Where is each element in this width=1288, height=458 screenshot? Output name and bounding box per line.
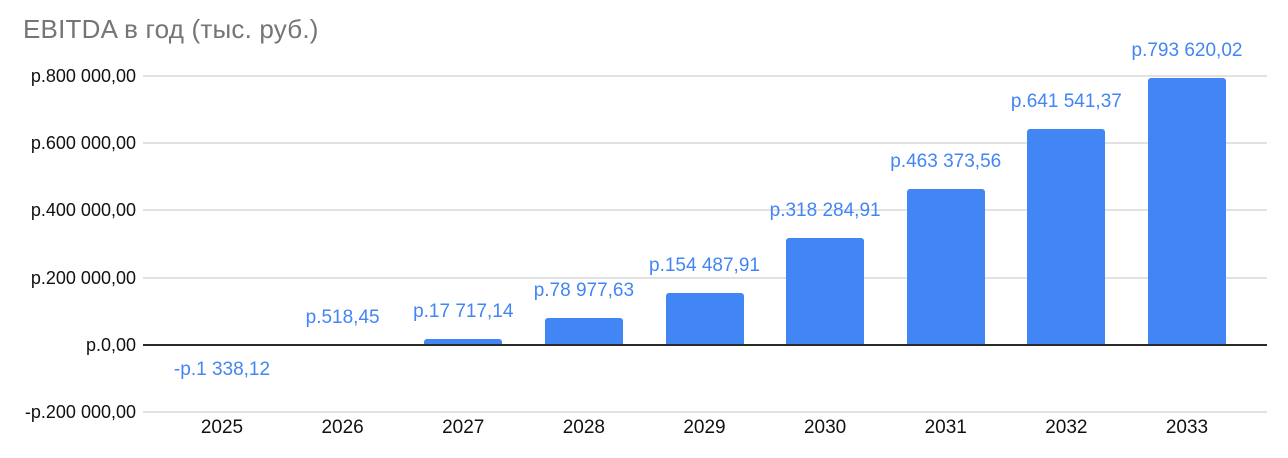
x-axis-tick-label: 2029 bbox=[683, 417, 726, 438]
x-axis-tick-label: 2025 bbox=[200, 417, 244, 438]
x-axis-tick-label: 2033 bbox=[1165, 417, 1209, 438]
bar-value-label: р.78 977,63 bbox=[533, 280, 635, 302]
bar-value-label: р.518,45 bbox=[305, 306, 380, 328]
bar-value-label: р.641 541,37 bbox=[1010, 91, 1122, 113]
gridline bbox=[143, 411, 1267, 414]
x-axis-tick-label: 2030 bbox=[803, 417, 847, 438]
bar-value-label: р.463 373,56 bbox=[890, 151, 1002, 173]
gridline bbox=[143, 276, 1267, 279]
x-axis-tick-label: 2031 bbox=[924, 417, 967, 438]
bar bbox=[424, 339, 503, 345]
bar-value-label: р.793 620,02 bbox=[1131, 39, 1243, 61]
gridline bbox=[143, 74, 1267, 77]
bar-value-label: -р.1 338,12 bbox=[173, 359, 271, 380]
bar bbox=[1027, 129, 1106, 345]
bar-value-label: р.17 717,14 bbox=[413, 301, 514, 323]
zero-axis-line bbox=[143, 344, 1267, 346]
bar bbox=[786, 237, 865, 345]
gridline bbox=[143, 209, 1267, 212]
y-axis-tick-label: р.0,00 bbox=[85, 335, 136, 355]
x-axis-tick-label: 2032 bbox=[1045, 417, 1088, 438]
y-axis-tick-label: р.800 000,00 bbox=[30, 65, 136, 86]
y-axis-tick-label: р.200 000,00 bbox=[30, 267, 136, 288]
bar bbox=[544, 318, 623, 345]
x-axis-tick-label: 2026 bbox=[321, 417, 364, 438]
y-axis-tick-label: р.400 000,00 bbox=[30, 200, 136, 221]
y-axis-tick-label: р.600 000,00 bbox=[30, 133, 136, 154]
bar-value-label: р.154 487,91 bbox=[649, 255, 760, 277]
chart-title: EBITDA в год (тыс. руб.) bbox=[23, 14, 319, 44]
y-axis-tick-label: -р.200 000,00 bbox=[24, 402, 136, 423]
bar bbox=[906, 189, 985, 345]
bar bbox=[1148, 77, 1226, 345]
bar-value-label: р.318 284,91 bbox=[769, 199, 881, 221]
gridline bbox=[143, 142, 1267, 145]
x-axis-tick-label: 2028 bbox=[562, 417, 606, 438]
bar bbox=[665, 293, 744, 345]
x-axis-tick-label: 2027 bbox=[442, 417, 485, 438]
